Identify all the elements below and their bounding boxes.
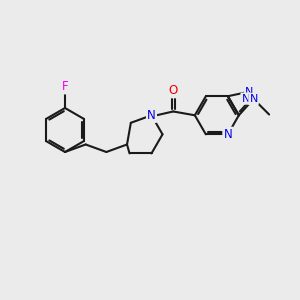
Text: N: N <box>245 87 254 97</box>
Text: N: N <box>147 109 156 122</box>
Text: N: N <box>249 94 258 104</box>
Text: N: N <box>224 128 232 141</box>
Text: F: F <box>62 80 68 93</box>
Text: N: N <box>242 94 250 103</box>
Text: O: O <box>169 84 178 97</box>
